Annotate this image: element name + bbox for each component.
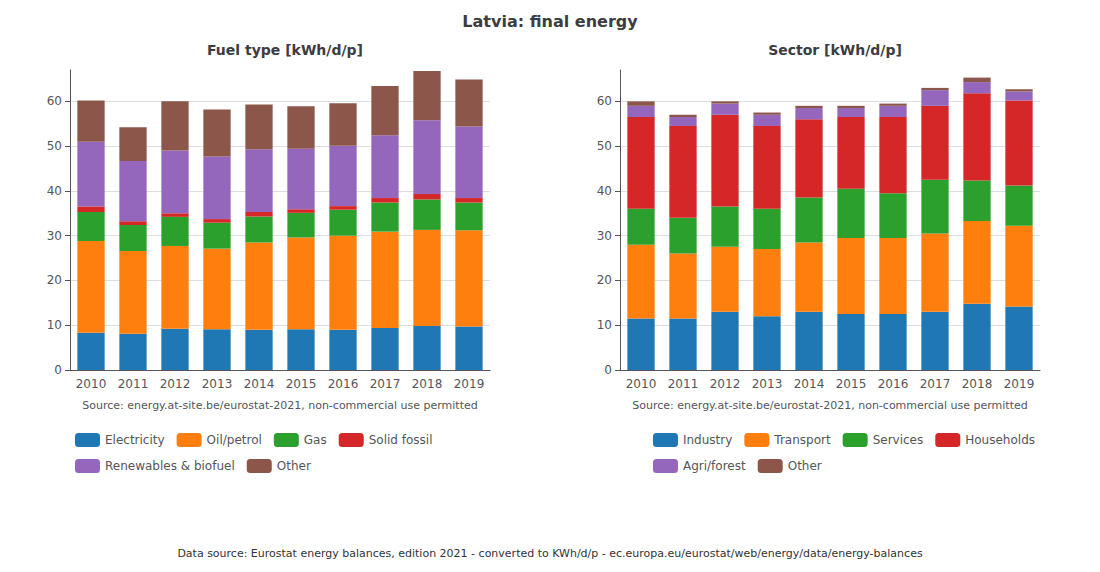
svg-text:2019: 2019 — [454, 377, 485, 391]
svg-text:30: 30 — [597, 229, 612, 243]
svg-text:20: 20 — [597, 273, 612, 287]
svg-text:60: 60 — [597, 94, 612, 108]
svg-text:0: 0 — [604, 363, 612, 377]
svg-text:40: 40 — [597, 184, 612, 198]
svg-text:2011: 2011 — [668, 377, 699, 391]
svg-text:2014: 2014 — [244, 377, 275, 391]
svg-text:40: 40 — [47, 184, 62, 198]
svg-text:0: 0 — [54, 363, 62, 377]
svg-text:10: 10 — [47, 318, 62, 332]
svg-text:50: 50 — [47, 139, 62, 153]
svg-text:Sector [kWh/d/p]: Sector [kWh/d/p] — [768, 42, 902, 58]
svg-text:50: 50 — [597, 139, 612, 153]
svg-text:Source: energy.at-site.be/euro: Source: energy.at-site.be/eurostat-2021,… — [632, 399, 1027, 412]
svg-text:2014: 2014 — [794, 377, 825, 391]
svg-text:Other: Other — [277, 459, 311, 473]
svg-text:Solid fossil: Solid fossil — [369, 433, 433, 447]
svg-text:2016: 2016 — [328, 377, 359, 391]
svg-text:Industry: Industry — [683, 433, 732, 447]
svg-text:Services: Services — [873, 433, 924, 447]
svg-text:2015: 2015 — [286, 377, 317, 391]
svg-text:2013: 2013 — [202, 377, 233, 391]
svg-text:Latvia: final energy: Latvia: final energy — [462, 12, 638, 31]
svg-text:30: 30 — [47, 229, 62, 243]
svg-text:Electricity: Electricity — [105, 433, 165, 447]
svg-text:Agri/forest: Agri/forest — [683, 459, 746, 473]
svg-text:2017: 2017 — [920, 377, 951, 391]
svg-text:2010: 2010 — [626, 377, 657, 391]
svg-text:60: 60 — [47, 94, 62, 108]
svg-text:Oil/petrol: Oil/petrol — [207, 433, 262, 447]
svg-text:2018: 2018 — [962, 377, 993, 391]
svg-text:2016: 2016 — [878, 377, 909, 391]
svg-text:2013: 2013 — [752, 377, 783, 391]
svg-text:2010: 2010 — [76, 377, 107, 391]
svg-text:Households: Households — [965, 433, 1035, 447]
svg-text:10: 10 — [597, 318, 612, 332]
svg-text:Renewables & biofuel: Renewables & biofuel — [105, 459, 235, 473]
svg-text:2011: 2011 — [118, 377, 149, 391]
svg-text:2019: 2019 — [1004, 377, 1035, 391]
svg-text:2015: 2015 — [836, 377, 867, 391]
svg-text:Source: energy.at-site.be/euro: Source: energy.at-site.be/eurostat-2021,… — [82, 399, 477, 412]
svg-text:2018: 2018 — [412, 377, 443, 391]
svg-text:Transport: Transport — [773, 433, 831, 447]
svg-text:Data source: Eurostat energy b: Data source: Eurostat energy balances, e… — [177, 547, 923, 560]
svg-text:2017: 2017 — [370, 377, 401, 391]
svg-text:2012: 2012 — [160, 377, 191, 391]
svg-text:2012: 2012 — [710, 377, 741, 391]
svg-text:Gas: Gas — [304, 433, 327, 447]
svg-text:Fuel type [kWh/d/p]: Fuel type [kWh/d/p] — [207, 42, 363, 58]
svg-text:20: 20 — [47, 273, 62, 287]
svg-text:Other: Other — [788, 459, 822, 473]
